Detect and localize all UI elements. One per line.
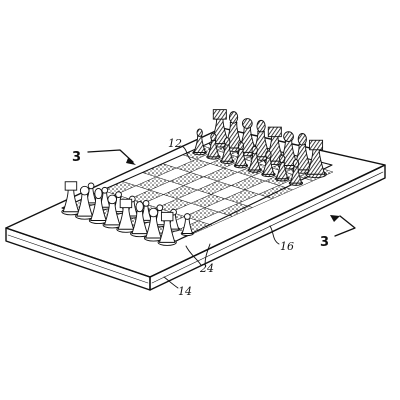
dark-pieces — [192, 109, 327, 186]
ref-label-16: 16 — [280, 240, 294, 253]
light-chess-piece — [130, 201, 150, 238]
ref-leader-24a — [185, 245, 202, 266]
dark-chess-piece — [275, 154, 290, 182]
dark-chess-piece — [233, 141, 249, 169]
dark-chess-piece — [192, 128, 207, 156]
light-chess-piece — [180, 213, 194, 236]
section-arrowhead-left — [126, 158, 136, 165]
light-chess-piece — [102, 194, 122, 229]
ref-leader-14 — [163, 276, 179, 289]
light-chess-piece — [75, 185, 95, 220]
section-label-right: 3 — [320, 235, 329, 250]
light-chess-piece — [157, 211, 177, 246]
section-arrow-left — [87, 149, 134, 163]
light-chess-piece — [88, 187, 109, 225]
ref-leader-16 — [269, 225, 280, 245]
section-arrowhead-right — [330, 215, 340, 222]
reference-numerals: 12 16 24 14 — [163, 137, 294, 298]
dark-chess-piece — [261, 150, 276, 178]
ref-label-12: 12 — [168, 137, 182, 150]
dark-chess-piece — [220, 137, 235, 164]
light-chess-piece — [61, 181, 81, 216]
ref-label-24: 24 — [199, 262, 214, 275]
dark-chess-piece — [305, 139, 327, 179]
light-pieces — [61, 181, 194, 246]
dark-chess-piece — [288, 159, 304, 186]
front-face-shading — [7, 171, 384, 284]
section-line: 3 3 — [72, 149, 356, 250]
ref-leader-12 — [181, 145, 192, 161]
ref-leader-24b — [204, 243, 211, 266]
board-top-surface — [5, 127, 386, 278]
dark-chess-piece — [247, 146, 262, 173]
section-label-left: 3 — [72, 150, 81, 165]
ref-label-14: 14 — [178, 285, 192, 298]
section-arrow-right — [334, 215, 356, 237]
dark-chess-piece — [206, 132, 221, 160]
